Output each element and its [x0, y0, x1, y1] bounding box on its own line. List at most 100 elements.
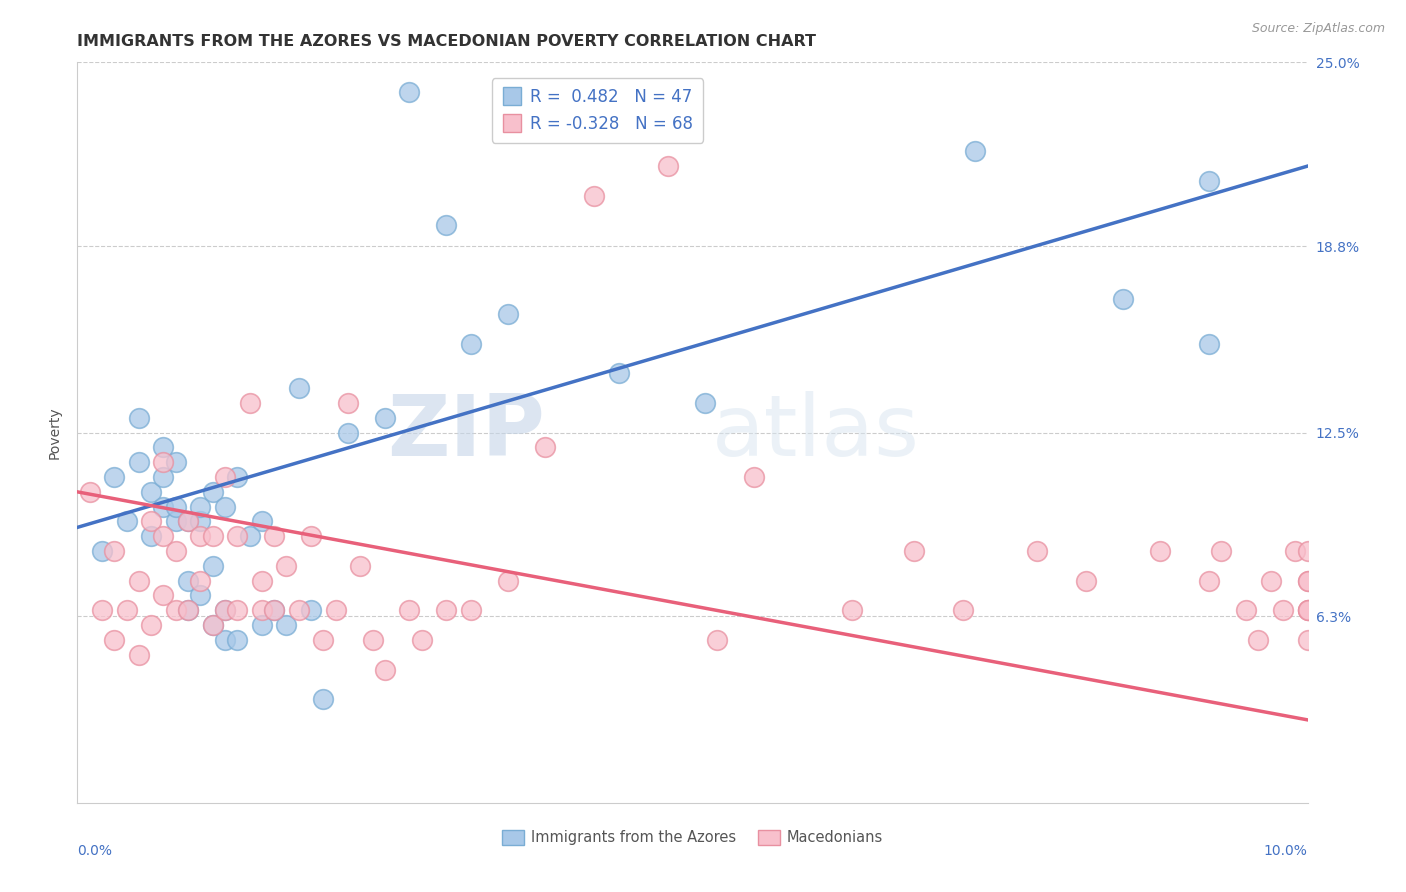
- Point: [312, 632, 335, 647]
- Legend: Immigrants from the Azores, Macedonians: Immigrants from the Azores, Macedonians: [496, 824, 889, 851]
- Point: [337, 396, 360, 410]
- Point: [177, 515, 200, 529]
- Point: [152, 500, 174, 514]
- Point: [152, 441, 174, 455]
- Point: [115, 515, 138, 529]
- Point: [1247, 632, 1270, 647]
- Point: [214, 632, 236, 647]
- Point: [312, 692, 335, 706]
- Point: [1198, 574, 1220, 588]
- Point: [841, 603, 863, 617]
- Point: [152, 529, 174, 543]
- Point: [299, 603, 322, 617]
- Point: [693, 396, 716, 410]
- Point: [165, 515, 187, 529]
- Point: [325, 603, 347, 617]
- Point: [141, 515, 163, 529]
- Point: [496, 307, 519, 321]
- Point: [165, 603, 187, 617]
- Point: [115, 603, 138, 617]
- Point: [288, 603, 311, 617]
- Point: [398, 85, 420, 99]
- Point: [214, 470, 236, 484]
- Point: [128, 574, 150, 588]
- Point: [276, 558, 298, 573]
- Point: [1296, 603, 1319, 617]
- Point: [276, 618, 298, 632]
- Point: [1296, 603, 1319, 617]
- Point: [188, 574, 212, 588]
- Point: [177, 603, 200, 617]
- Point: [103, 632, 125, 647]
- Point: [128, 455, 150, 469]
- Point: [1296, 544, 1319, 558]
- Point: [201, 529, 224, 543]
- Point: [188, 589, 212, 603]
- Point: [361, 632, 384, 647]
- Point: [1260, 574, 1282, 588]
- Point: [141, 529, 163, 543]
- Point: [103, 544, 125, 558]
- Text: 0.0%: 0.0%: [77, 844, 112, 857]
- Point: [299, 529, 322, 543]
- Point: [1296, 574, 1319, 588]
- Point: [1026, 544, 1049, 558]
- Point: [152, 455, 174, 469]
- Point: [398, 603, 420, 617]
- Point: [214, 603, 236, 617]
- Point: [1198, 336, 1220, 351]
- Point: [1296, 603, 1319, 617]
- Point: [103, 470, 125, 484]
- Point: [263, 529, 285, 543]
- Point: [952, 603, 974, 617]
- Point: [337, 425, 360, 440]
- Point: [288, 381, 311, 395]
- Point: [214, 603, 236, 617]
- Point: [1284, 544, 1306, 558]
- Point: [374, 410, 396, 425]
- Point: [177, 515, 200, 529]
- Point: [79, 484, 101, 499]
- Point: [141, 484, 163, 499]
- Point: [214, 500, 236, 514]
- Text: ZIP: ZIP: [387, 391, 546, 475]
- Text: Source: ZipAtlas.com: Source: ZipAtlas.com: [1251, 22, 1385, 36]
- Point: [607, 367, 630, 381]
- Point: [250, 618, 273, 632]
- Point: [1234, 603, 1257, 617]
- Point: [460, 603, 482, 617]
- Point: [1296, 632, 1319, 647]
- Point: [201, 618, 224, 632]
- Point: [226, 470, 249, 484]
- Point: [903, 544, 925, 558]
- Point: [177, 603, 200, 617]
- Point: [1272, 603, 1295, 617]
- Point: [226, 529, 249, 543]
- Point: [411, 632, 433, 647]
- Point: [128, 648, 150, 662]
- Point: [177, 574, 200, 588]
- Point: [188, 500, 212, 514]
- Point: [141, 618, 163, 632]
- Point: [1296, 574, 1319, 588]
- Point: [201, 484, 224, 499]
- Point: [250, 574, 273, 588]
- Point: [201, 558, 224, 573]
- Point: [583, 188, 606, 202]
- Y-axis label: Poverty: Poverty: [48, 407, 62, 458]
- Point: [374, 663, 396, 677]
- Point: [128, 410, 150, 425]
- Point: [1112, 293, 1135, 307]
- Point: [90, 603, 114, 617]
- Point: [263, 603, 285, 617]
- Point: [742, 470, 765, 484]
- Point: [188, 515, 212, 529]
- Point: [965, 145, 987, 159]
- Point: [165, 544, 187, 558]
- Point: [239, 396, 262, 410]
- Point: [90, 544, 114, 558]
- Point: [1211, 544, 1233, 558]
- Text: IMMIGRANTS FROM THE AZORES VS MACEDONIAN POVERTY CORRELATION CHART: IMMIGRANTS FROM THE AZORES VS MACEDONIAN…: [77, 34, 817, 49]
- Point: [1198, 174, 1220, 188]
- Point: [263, 603, 285, 617]
